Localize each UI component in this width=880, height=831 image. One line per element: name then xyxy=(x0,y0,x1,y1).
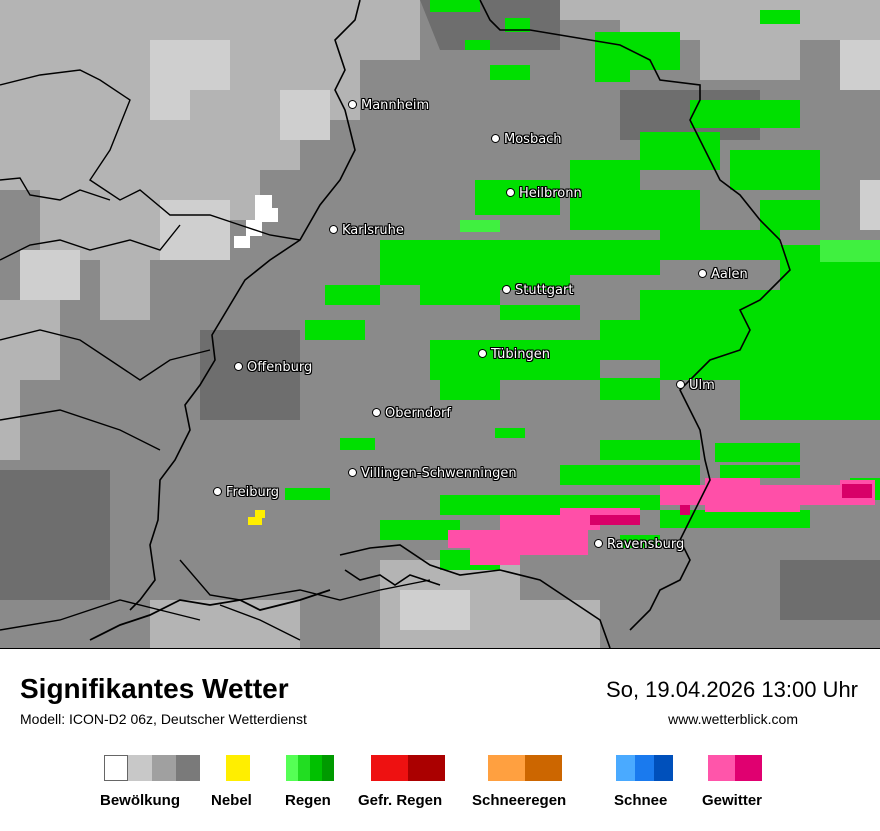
website-link[interactable]: www.wetterblick.com xyxy=(668,711,798,727)
city-aalen: Aalen xyxy=(698,267,748,282)
legend-footer: Signifikantes Wetter Modell: ICON-D2 06z… xyxy=(0,648,880,831)
city-label: Offenburg xyxy=(247,360,313,375)
city-label: Aalen xyxy=(711,267,748,282)
forecast-datetime: So, 19.04.2026 13:00 Uhr xyxy=(606,677,858,702)
city-label: Mosbach xyxy=(504,132,562,147)
legend-swatch xyxy=(226,755,250,781)
legend-snow xyxy=(616,755,673,781)
legend-rain xyxy=(286,755,334,781)
city-dot-icon xyxy=(348,468,357,477)
city-karlsruhe: Karlsruhe xyxy=(329,223,404,238)
city-dot-icon xyxy=(478,349,487,358)
city-label: Oberndorf xyxy=(385,406,451,421)
city-dot-icon xyxy=(348,100,357,109)
legend-swatch xyxy=(371,755,408,781)
city-dot-icon xyxy=(698,269,707,278)
fog-areas xyxy=(248,510,265,525)
city-dot-icon xyxy=(676,380,685,389)
city-tuebingen: Tübingen xyxy=(478,347,550,362)
legend-label-thunderstorm: Gewitter xyxy=(702,792,763,809)
city-label: Ravensburg xyxy=(607,537,685,552)
city-label: Mannheim xyxy=(361,98,430,113)
legend-swatch xyxy=(488,755,525,781)
city-dot-icon xyxy=(234,362,243,371)
city-dot-icon xyxy=(506,188,515,197)
city-label: Heilbronn xyxy=(519,186,582,201)
legend-swatch xyxy=(104,755,128,781)
legend-swatch xyxy=(735,755,762,781)
city-dot-icon xyxy=(329,225,338,234)
model-info: Modell: ICON-D2 06z, Deutscher Wetterdie… xyxy=(20,711,307,727)
legend-fog xyxy=(226,755,250,781)
city-dot-icon xyxy=(594,539,603,548)
legend-swatch xyxy=(708,755,735,781)
legend-swatches xyxy=(226,755,250,781)
city-freiburg: Freiburg xyxy=(213,485,279,500)
legend-swatches xyxy=(708,755,762,781)
legend-swatches xyxy=(371,755,445,781)
city-dot-icon xyxy=(213,487,222,496)
city-label: Tübingen xyxy=(491,347,550,362)
rain-areas xyxy=(285,0,880,570)
legend-swatch xyxy=(286,755,298,781)
legend-freezing-rain xyxy=(371,755,445,781)
legend-swatches xyxy=(104,755,200,781)
legend-swatches xyxy=(488,755,562,781)
legend-swatch xyxy=(298,755,310,781)
legend-label-snow: Schnee xyxy=(614,792,668,809)
city-dot-icon xyxy=(372,408,381,417)
country-border xyxy=(89,589,331,641)
city-villingen-schwenningen: Villingen-Schwenningen xyxy=(348,466,517,481)
legend-label-cloud: Bewölkung xyxy=(100,792,181,809)
legend-swatch xyxy=(408,755,445,781)
clear-sky-area xyxy=(234,195,278,248)
city-stuttgart: Stuttgart xyxy=(502,283,573,298)
legend-label-sleet: Schneeregen xyxy=(472,792,567,809)
legend-swatch xyxy=(152,755,176,781)
legend-swatch xyxy=(310,755,322,781)
thunderstorm-strong-areas xyxy=(590,484,872,525)
legend-swatch xyxy=(635,755,654,781)
city-ulm: Ulm xyxy=(676,378,715,393)
city-mosbach: Mosbach xyxy=(491,132,562,147)
map-title: Signifikantes Wetter xyxy=(20,673,289,704)
city-label: Villingen-Schwenningen xyxy=(361,466,517,481)
legend-sleet xyxy=(488,755,562,781)
city-label: Stuttgart xyxy=(515,283,574,298)
state-border xyxy=(129,0,791,648)
legend-swatches xyxy=(286,755,334,781)
weather-map: Mannheim Mosbach Heilbronn Karlsruhe Aal… xyxy=(0,0,880,648)
legend-label-rain: Regen xyxy=(285,792,331,809)
city-ravensburg: Ravensburg xyxy=(594,537,684,552)
city-heilbronn: Heilbronn xyxy=(506,186,582,201)
legend-thunderstorm xyxy=(708,755,762,781)
legend-swatches xyxy=(616,755,673,781)
cloud-lighter-areas xyxy=(20,40,880,630)
city-offenburg: Offenburg xyxy=(234,360,312,375)
rain-light-areas xyxy=(460,220,880,262)
city-dot-icon xyxy=(502,285,511,294)
legend-label-freezing-rain: Gefr. Regen xyxy=(358,792,443,809)
legend-swatch xyxy=(128,755,152,781)
legend-swatch xyxy=(322,755,334,781)
city-label: Karlsruhe xyxy=(342,223,404,238)
city-dot-icon xyxy=(491,134,500,143)
legend-swatch xyxy=(616,755,635,781)
city-label: Freiburg xyxy=(226,485,280,500)
city-label: Ulm xyxy=(689,378,715,393)
legend-label-fog: Nebel xyxy=(211,792,252,809)
legend-swatch xyxy=(525,755,562,781)
city-mannheim: Mannheim xyxy=(348,98,429,113)
city-oberndorf: Oberndorf xyxy=(372,406,451,421)
legend-cloud xyxy=(104,755,200,781)
legend-swatch xyxy=(654,755,673,781)
legend-swatch xyxy=(176,755,200,781)
map-canvas xyxy=(0,0,880,648)
border-lines xyxy=(0,69,431,641)
